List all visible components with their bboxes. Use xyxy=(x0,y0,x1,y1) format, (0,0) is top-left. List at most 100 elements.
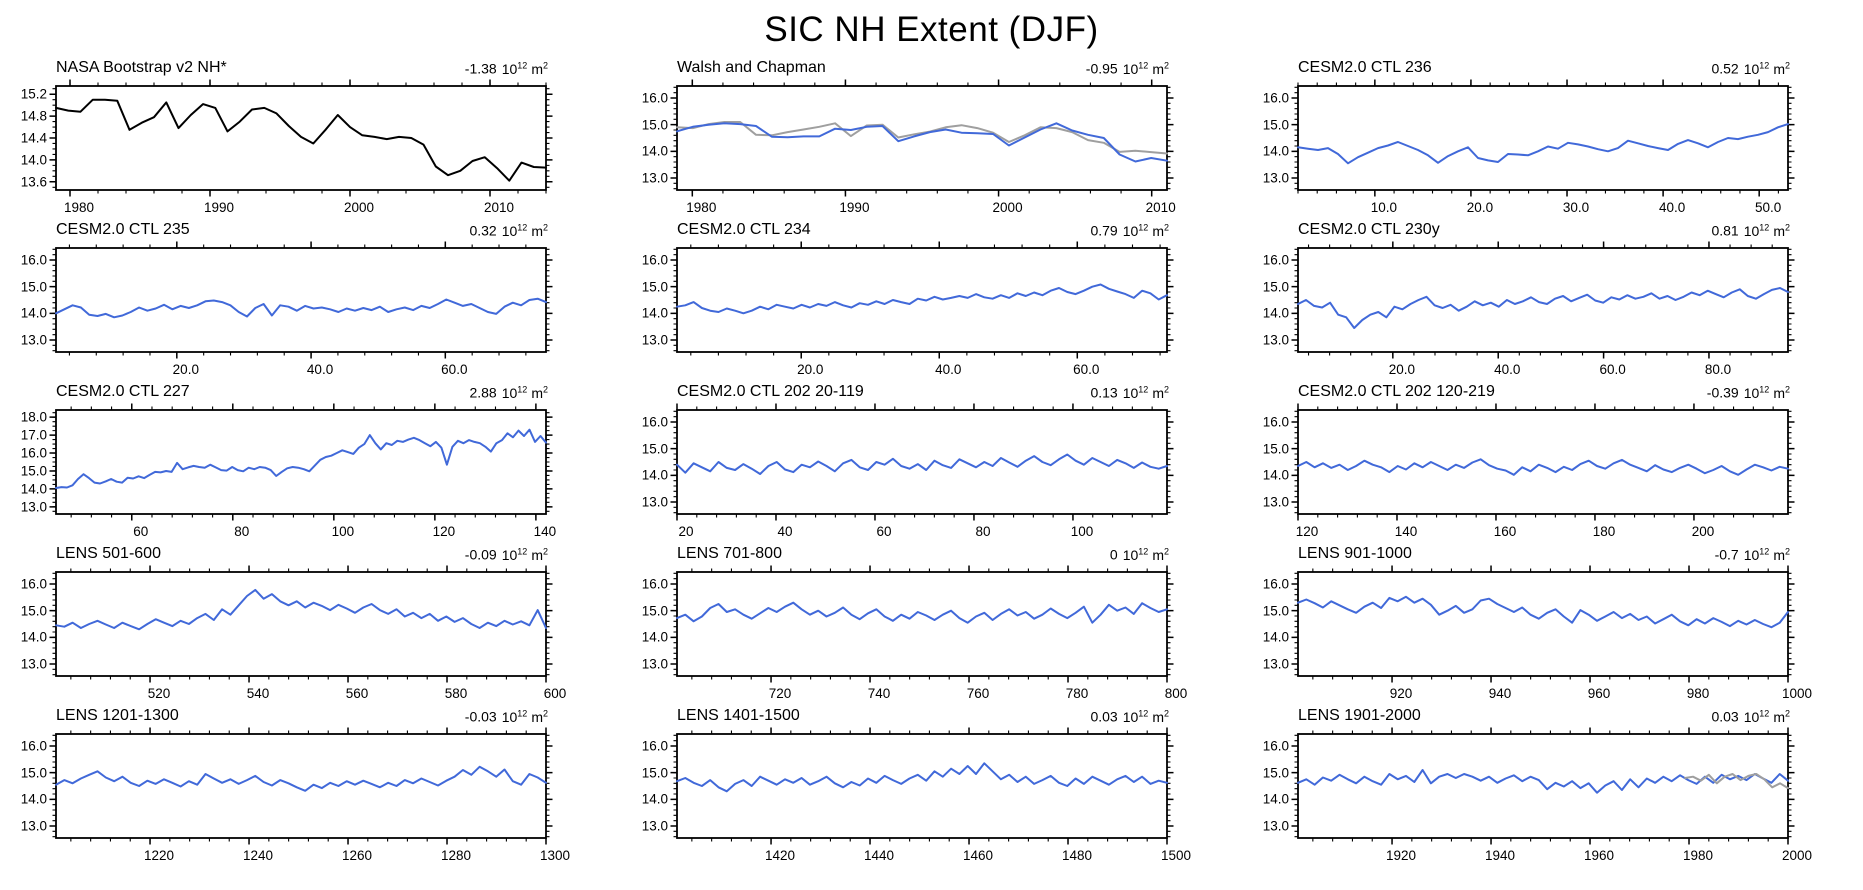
x-tick-label: 1940 xyxy=(1484,848,1516,863)
y-tick-label: 13.0 xyxy=(641,332,668,348)
chart-panel: NASA Bootstrap v2 NH* -1.38 1012 m2 15.2 14… xyxy=(0,56,621,218)
panel-trend-value: -0.39 1012 m2 xyxy=(1707,384,1790,401)
y-tick-label: 16.0 xyxy=(1262,738,1289,754)
y-tick-label: 14.0 xyxy=(20,791,47,807)
x-tick-label: 20.0 xyxy=(1466,200,1494,215)
y-tick-label: 15.2 xyxy=(20,86,47,102)
trend-unit: 1012 m2 xyxy=(502,546,548,563)
black-line xyxy=(55,98,547,182)
y-tick-label: 13.0 xyxy=(641,170,668,186)
y-tick-label: 13.0 xyxy=(1262,332,1289,348)
x-axis-labels: 1980 1990 2000 2010 xyxy=(677,199,1175,217)
blue-line xyxy=(55,297,547,319)
plot-area xyxy=(670,565,1174,683)
unit-base: 10 xyxy=(501,709,518,725)
y-tick-label: 14.0 xyxy=(1262,629,1289,645)
x-tick-label: 20.0 xyxy=(797,362,824,377)
gray-line xyxy=(1684,773,1789,790)
x-tick-label: 940 xyxy=(1488,686,1512,701)
trend-unit: 1012 m2 xyxy=(1744,60,1790,77)
trend-number: 0.79 xyxy=(1090,223,1118,239)
plot-area xyxy=(670,727,1174,845)
unit-base: 10 xyxy=(501,385,518,401)
x-tick-label: 80 xyxy=(234,524,250,539)
minor-ticks xyxy=(1294,82,1792,194)
unit-base: 10 xyxy=(1743,385,1760,401)
panel-header: LENS 1901-2000 0.03 1012 m2 xyxy=(1298,704,1790,725)
x-axis-labels: 1220 1240 1260 1280 1300 xyxy=(56,847,570,865)
x-tick-label: 560 xyxy=(345,686,369,701)
unit-suffix-exponent: 2 xyxy=(1163,222,1169,233)
unit-base: 10 xyxy=(1122,61,1139,77)
x-tick-label: 140 xyxy=(533,524,557,539)
x-tick-label: 40.0 xyxy=(1494,362,1521,377)
x-tick-label: 1990 xyxy=(203,200,235,215)
plot-body: 16.0 15.0 14.0 13.0 xyxy=(621,725,1242,847)
x-tick-label: 200 xyxy=(1691,524,1715,539)
x-tick-label: 40.0 xyxy=(306,362,334,377)
x-axis-labels: 1980 1990 2000 2010 xyxy=(56,199,548,217)
panel-title: CESM2.0 CTL 202 120-219 xyxy=(1298,383,1495,400)
minor-ticks xyxy=(673,730,1171,842)
blue-line xyxy=(1297,123,1789,165)
plot-body: 16.0 15.0 14.0 13.0 xyxy=(621,77,1242,199)
unit-suffix-exponent: 2 xyxy=(1163,60,1169,71)
y-axis-labels: 16.0 15.0 14.0 13.0 xyxy=(0,725,50,847)
plot-area xyxy=(670,79,1174,197)
y-tick-label: 15.0 xyxy=(641,117,668,133)
panel-trend-value: 0.03 1012 m2 xyxy=(1711,708,1790,725)
y-tick-label: 15.0 xyxy=(20,603,47,619)
unit-suffix: m xyxy=(1152,385,1164,401)
y-tick-label: 16.0 xyxy=(641,738,668,754)
x-tick-label: 60.0 xyxy=(441,362,468,377)
plot-frame xyxy=(676,733,1168,839)
x-tick-label: 20.0 xyxy=(1388,362,1415,377)
trend-unit: 1012 m2 xyxy=(1743,384,1790,401)
unit-base: 10 xyxy=(1122,385,1139,401)
minor-ticks xyxy=(52,730,550,842)
trend-number: -0.7 xyxy=(1714,547,1739,563)
trend-number: -1.38 xyxy=(464,61,497,77)
plot-body: 16.0 15.0 14.0 13.0 xyxy=(0,563,621,685)
y-axis-labels: 16.0 15.0 14.0 13.0 xyxy=(0,239,50,361)
x-tick-label: 1480 xyxy=(1061,848,1093,863)
blue-line xyxy=(676,122,1168,163)
minor-ticks xyxy=(52,568,550,680)
x-tick-label: 720 xyxy=(768,686,792,701)
x-tick-label: 2010 xyxy=(483,200,515,215)
trend-unit: 1012 m2 xyxy=(1123,222,1169,239)
x-tick-label: 120 xyxy=(432,524,456,539)
panel-trend-value: 0 1012 m2 xyxy=(1110,546,1169,563)
panel-title: LENS 501-600 xyxy=(56,545,161,562)
x-tick-label: 2000 xyxy=(992,200,1023,215)
plot-area xyxy=(1291,403,1795,521)
y-tick-label: 16.0 xyxy=(1262,576,1289,592)
y-tick-label: 13.0 xyxy=(1262,494,1289,510)
x-tick-label: 180 xyxy=(1592,524,1616,539)
chart-panel: CESM2.0 CTL 227 2.88 1012 m2 18.0 17.0 16.0 1… xyxy=(0,380,621,542)
x-tick-label: 40 xyxy=(777,524,793,539)
y-tick-label: 16.0 xyxy=(20,252,47,268)
panel-trend-value: -0.95 1012 m2 xyxy=(1086,60,1169,77)
y-axis-labels: 16.0 15.0 14.0 13.0 xyxy=(621,77,671,199)
plot-body: 16.0 15.0 14.0 13.0 xyxy=(621,563,1242,685)
y-axis-labels: 16.0 15.0 14.0 13.0 xyxy=(621,725,671,847)
x-tick-label: 10.0 xyxy=(1370,200,1397,215)
y-tick-label: 14.0 xyxy=(641,143,668,159)
y-tick-label: 14.0 xyxy=(641,305,668,321)
chart-panel: CESM2.0 CTL 230y 0.81 1012 m2 16.0 15.0 14.0… xyxy=(1242,218,1863,380)
unit-base: 10 xyxy=(1122,547,1139,563)
unit-suffix: m xyxy=(1152,547,1164,563)
x-axis-labels: 720 740 760 780 800 xyxy=(677,685,1188,703)
unit-base: 10 xyxy=(1743,223,1760,239)
major-ticks xyxy=(1291,727,1795,845)
unit-suffix: m xyxy=(1773,223,1785,239)
y-axis-labels: 16.0 15.0 14.0 13.0 xyxy=(621,239,671,361)
plot-frame xyxy=(55,733,547,839)
trend-number: 2.88 xyxy=(469,385,497,401)
major-ticks xyxy=(1291,241,1795,359)
major-ticks xyxy=(1291,79,1795,197)
y-tick-label: 15.0 xyxy=(641,603,668,619)
y-tick-label: 16.0 xyxy=(641,252,668,268)
plot-frame xyxy=(1297,733,1789,839)
